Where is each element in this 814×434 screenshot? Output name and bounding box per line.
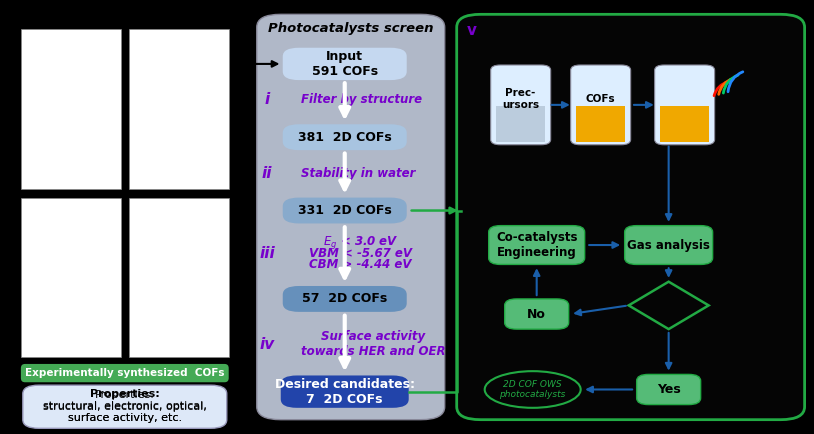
- Text: v: v: [467, 23, 477, 38]
- Text: 381  2D COFs: 381 2D COFs: [298, 131, 392, 144]
- Bar: [129, 197, 229, 357]
- Text: Surface activity
towards HER and OER: Surface activity towards HER and OER: [300, 330, 445, 358]
- Text: Properties:
structural, electronic, optical,
surface activity, etc.: Properties: structural, electronic, opti…: [43, 390, 207, 423]
- Text: Input
591 COFs: Input 591 COFs: [312, 50, 378, 78]
- Text: Properties:: Properties:: [90, 389, 160, 399]
- FancyBboxPatch shape: [282, 286, 407, 312]
- FancyBboxPatch shape: [637, 375, 701, 404]
- FancyBboxPatch shape: [23, 385, 227, 428]
- FancyBboxPatch shape: [282, 48, 407, 80]
- FancyBboxPatch shape: [505, 299, 569, 329]
- Text: Gas analysis: Gas analysis: [628, 239, 710, 252]
- FancyBboxPatch shape: [256, 14, 444, 420]
- Bar: [576, 105, 625, 142]
- Text: Co-catalysts
Engineering: Co-catalysts Engineering: [496, 231, 577, 259]
- Text: ii: ii: [262, 166, 273, 181]
- Ellipse shape: [484, 371, 580, 408]
- Bar: [497, 105, 545, 142]
- Text: Yes: Yes: [657, 383, 681, 396]
- Text: No: No: [527, 308, 546, 321]
- Text: iv: iv: [260, 337, 275, 352]
- Text: surface activity, etc.: surface activity, etc.: [68, 413, 182, 423]
- Text: Experimentally synthesized  COFs: Experimentally synthesized COFs: [25, 368, 225, 378]
- Text: Photocatalysts screen: Photocatalysts screen: [268, 22, 434, 35]
- Text: i: i: [265, 92, 269, 107]
- Bar: [129, 30, 229, 189]
- FancyBboxPatch shape: [488, 226, 584, 264]
- Text: structural, electronic, optical,: structural, electronic, optical,: [43, 401, 207, 411]
- Text: Stability in water: Stability in water: [300, 168, 415, 181]
- FancyBboxPatch shape: [281, 375, 409, 408]
- Text: Prec-
ursors: Prec- ursors: [502, 88, 539, 110]
- Text: Desired candidates:
7  2D COFs: Desired candidates: 7 2D COFs: [275, 378, 415, 406]
- Text: iii: iii: [260, 246, 275, 261]
- Bar: [21, 30, 120, 189]
- Text: 331  2D COFs: 331 2D COFs: [298, 204, 392, 217]
- Text: 57  2D COFs: 57 2D COFs: [302, 293, 387, 306]
- FancyBboxPatch shape: [282, 197, 407, 224]
- Text: 2D COF OWS
photocatalysts: 2D COF OWS photocatalysts: [500, 380, 566, 399]
- FancyBboxPatch shape: [571, 65, 631, 145]
- FancyBboxPatch shape: [654, 65, 715, 145]
- FancyBboxPatch shape: [457, 14, 804, 420]
- Text: VBM < -5.67 eV: VBM < -5.67 eV: [309, 247, 412, 260]
- Bar: [660, 105, 709, 142]
- Polygon shape: [628, 282, 709, 329]
- Text: COFs: COFs: [586, 94, 615, 104]
- FancyBboxPatch shape: [624, 226, 712, 264]
- FancyBboxPatch shape: [282, 124, 407, 150]
- FancyBboxPatch shape: [491, 65, 551, 145]
- Text: Filter by structure: Filter by structure: [300, 93, 422, 106]
- Bar: [21, 197, 120, 357]
- Text: CBM > -4.44 eV: CBM > -4.44 eV: [309, 258, 412, 271]
- Text: $E_g$ < 3.0 eV: $E_g$ < 3.0 eV: [323, 234, 399, 251]
